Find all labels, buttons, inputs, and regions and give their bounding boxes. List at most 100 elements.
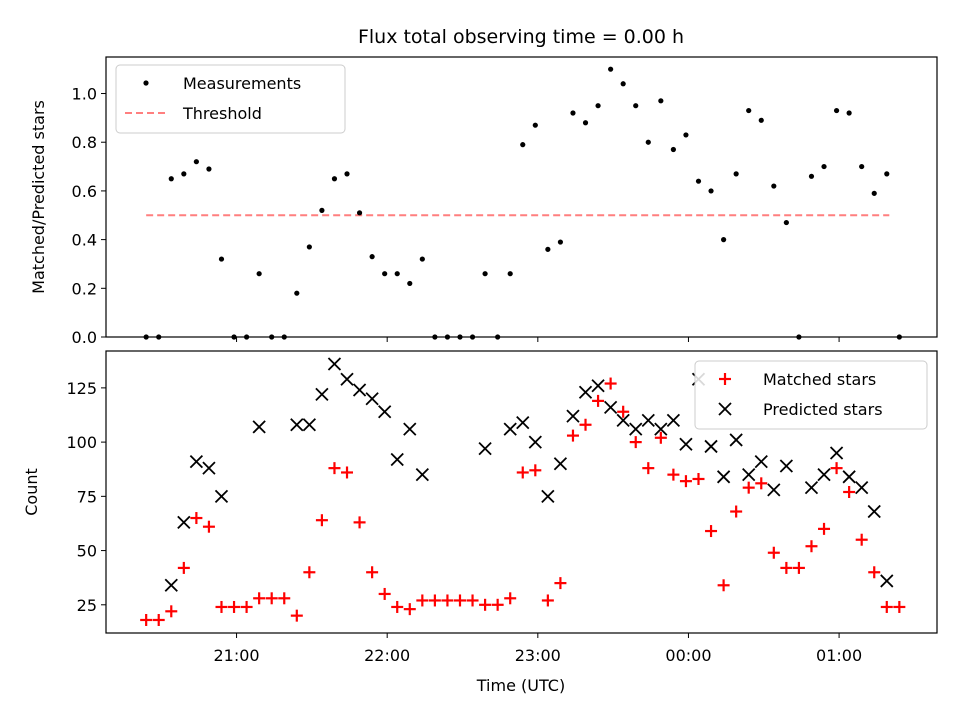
matched-stars-point — [617, 405, 630, 418]
measurement-point — [218, 256, 225, 262]
measurement-point — [331, 176, 338, 182]
matched-stars-point — [479, 598, 492, 611]
measurement-point — [695, 178, 702, 184]
predicted-stars-point — [302, 418, 316, 432]
measurement-point — [884, 171, 890, 177]
matched-legend-marker — [719, 373, 731, 385]
predicted-stars-point — [541, 489, 555, 503]
matched-stars-point — [667, 468, 680, 481]
predicted-stars-point — [290, 418, 304, 432]
matched-stars-point — [868, 566, 881, 579]
predicted-stars-point — [754, 454, 768, 469]
matched-stars-point — [579, 418, 592, 431]
bottom-legend: Matched stars Predicted stars — [694, 360, 928, 430]
x-tick-label: 22:00 — [364, 646, 410, 665]
bottom-y-axis-label: Count — [22, 468, 41, 516]
matched-stars-point — [366, 566, 379, 579]
matched-stars-point — [554, 577, 567, 590]
measurement-point — [620, 81, 626, 87]
bottom-legend-box — [694, 360, 928, 430]
measurement-point — [595, 103, 601, 109]
measurement-point — [608, 66, 614, 72]
measurement-point — [319, 207, 325, 213]
measurement-point — [369, 254, 375, 260]
matched-stars-point — [378, 587, 391, 600]
matched-stars-point — [516, 466, 529, 479]
measurement-point — [733, 171, 739, 177]
predicted-stars-point — [842, 470, 856, 484]
predicted-stars-point — [177, 515, 191, 530]
matched-stars-point — [152, 613, 165, 626]
measurement-point — [356, 210, 363, 216]
legend-predicted-label: Predicted stars — [763, 400, 883, 419]
measurement-point — [294, 290, 300, 296]
predicted-stars-point — [679, 437, 693, 451]
measurement-point — [721, 237, 727, 243]
measurement-point — [783, 219, 789, 226]
matched-stars-point — [566, 429, 579, 442]
measurement-point — [582, 120, 589, 126]
matched-stars-point — [642, 462, 655, 475]
predicted-stars-point — [641, 413, 655, 428]
predicted-stars-point — [867, 504, 881, 519]
measurement-point — [633, 103, 639, 109]
bottom-y-tick-label: 50 — [77, 542, 97, 561]
matched-stars-point — [805, 540, 818, 553]
bottom-y-tick-label: 75 — [77, 487, 97, 506]
matched-stars-point — [416, 594, 429, 607]
matched-stars-point — [391, 600, 404, 613]
predicted-stars-point — [578, 385, 593, 399]
matched-stars-point — [705, 525, 718, 538]
x-axis-label: Time (UTC) — [476, 676, 565, 695]
predicted-stars-point — [478, 441, 492, 456]
matched-stars-point — [303, 566, 316, 579]
matched-stars-point — [541, 594, 554, 607]
top-y-tick-label: 0.0 — [72, 328, 97, 347]
matched-stars-point — [730, 505, 743, 518]
measurement-point — [821, 163, 827, 170]
bottom-x-axis-ticks: 21:00 22:00 23:00 00:00 01:00 — [213, 633, 862, 665]
measurement-point — [771, 183, 777, 189]
measurement-point — [645, 139, 651, 145]
predicted-stars-point — [315, 387, 329, 402]
measurement-point — [670, 146, 676, 153]
matched-stars-point — [491, 598, 504, 611]
bottom-y-axis-ticks: 25 50 75 100 125 — [66, 379, 106, 615]
predicted-stars-point — [742, 468, 756, 482]
predicted-stars-point — [252, 420, 266, 434]
predicted-stars-point — [817, 468, 831, 482]
predicted-stars-point — [729, 433, 743, 447]
measurement-point — [708, 188, 714, 194]
top-y-tick-label: 0.2 — [72, 279, 97, 298]
matched-stars-point — [453, 594, 466, 607]
measurement-point — [545, 246, 551, 252]
bottom-data-marks — [140, 357, 906, 626]
top-plot-panel: 0.0 0.2 0.4 0.6 0.8 1.0 Matched/Predicted sta… — [29, 56, 938, 347]
matched-stars-point — [830, 462, 843, 475]
matched-stars-point — [818, 522, 831, 535]
matched-stars-point — [341, 466, 354, 479]
matched-stars-point — [893, 600, 906, 613]
measurement-point — [520, 142, 526, 148]
matched-stars-point — [792, 561, 805, 574]
predicted-stars-point — [516, 415, 530, 430]
predicted-stars-point — [603, 400, 618, 415]
bottom-y-tick-label: 125 — [66, 379, 97, 398]
measurement-point — [507, 271, 513, 277]
matched-stars-point — [767, 546, 780, 559]
top-legend-box — [115, 64, 346, 134]
predicted-stars-point — [415, 468, 429, 482]
measurement-point — [557, 239, 564, 245]
measurement-point — [683, 132, 689, 138]
predicted-stars-point — [528, 435, 542, 449]
matched-stars-point — [629, 436, 642, 449]
measurement-point — [206, 166, 212, 172]
x-tick-label: 21:00 — [213, 646, 259, 665]
predicted-stars-point — [503, 422, 517, 436]
matched-stars-point — [265, 592, 278, 605]
predicted-stars-point — [704, 439, 718, 454]
predicted-stars-point — [566, 409, 580, 423]
measurement-point — [746, 107, 752, 114]
measurement-point — [833, 107, 840, 114]
